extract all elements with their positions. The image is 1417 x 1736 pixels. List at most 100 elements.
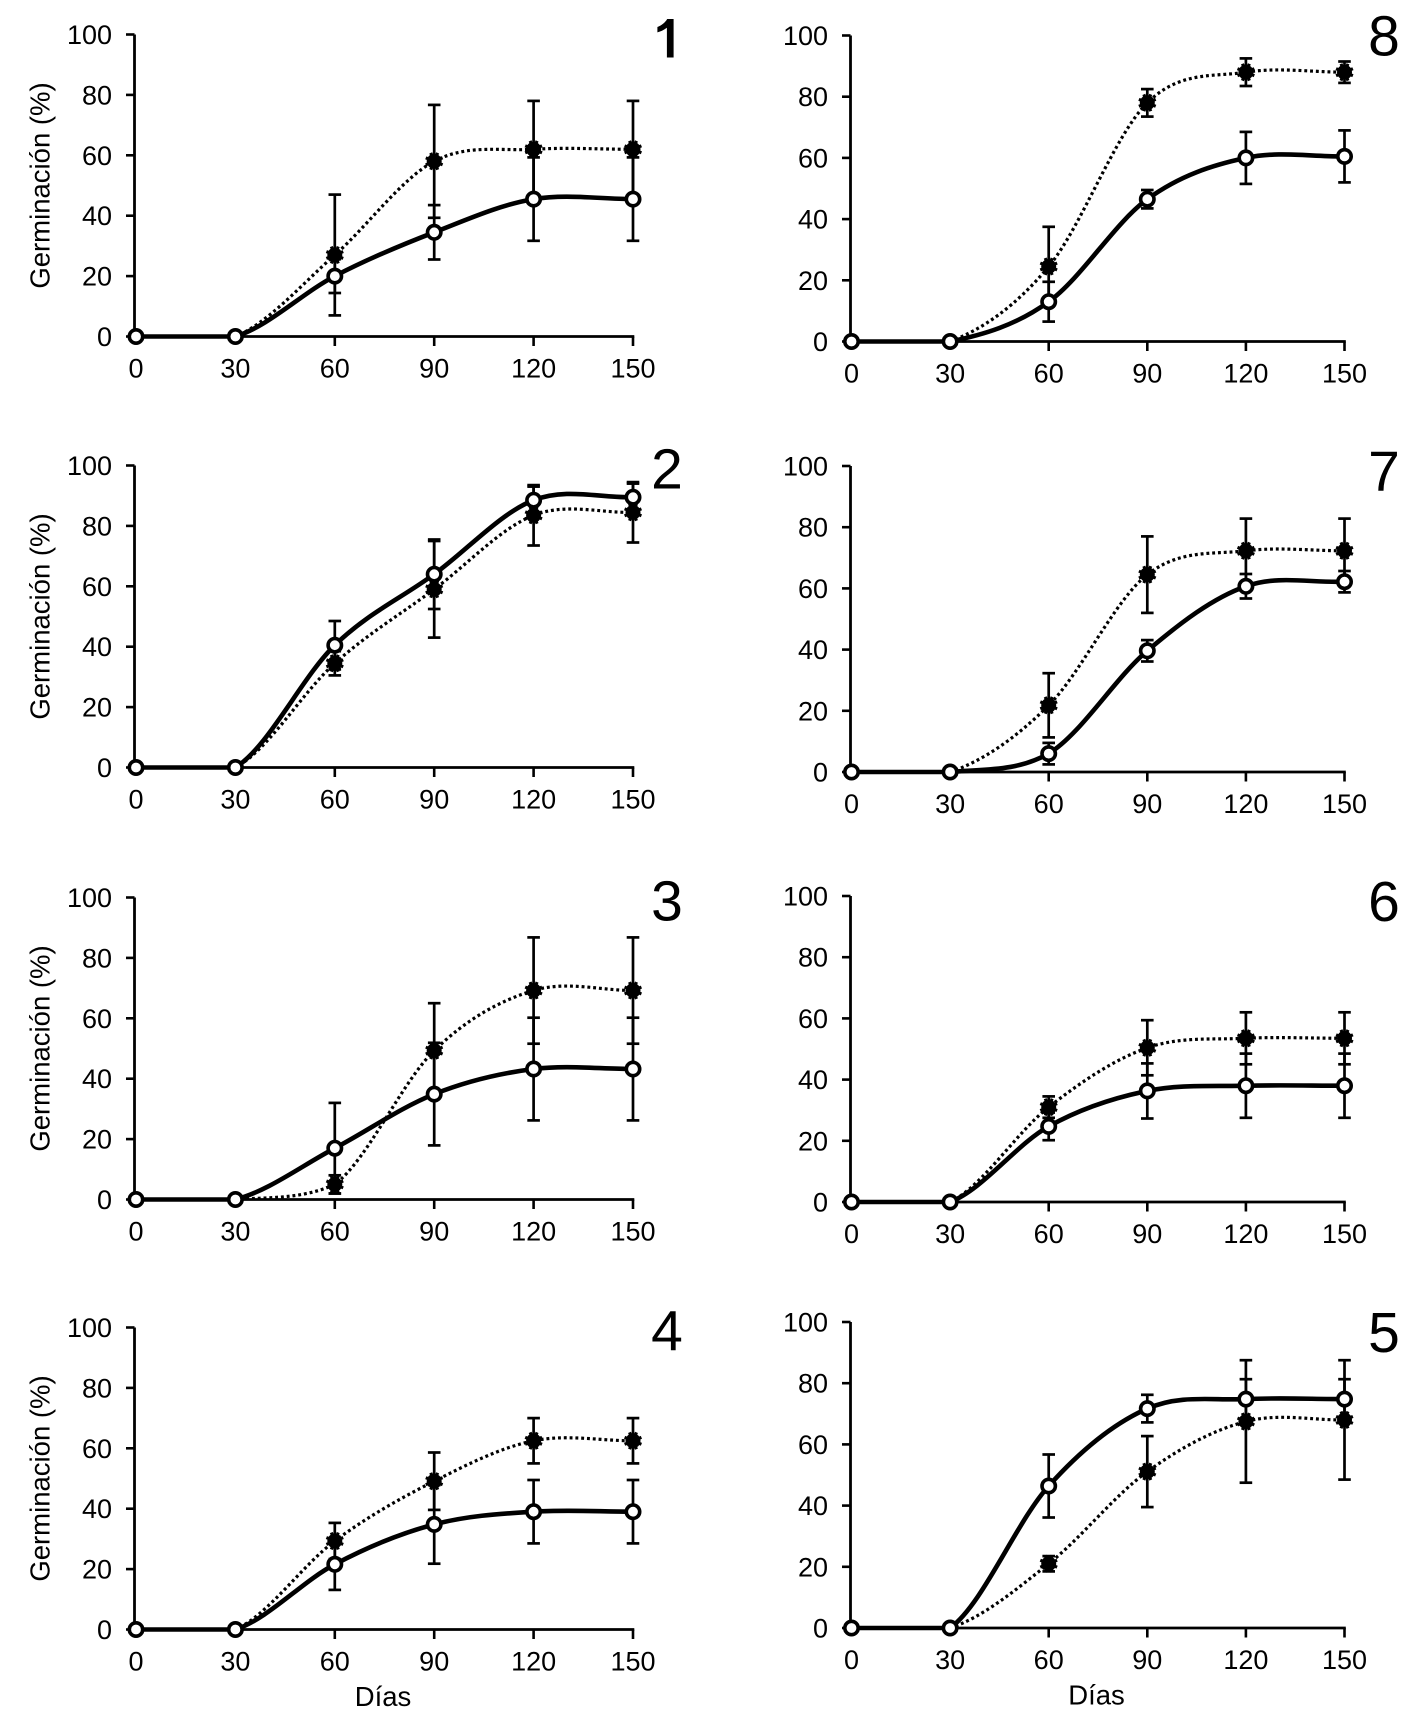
svg-text:150: 150 [610,354,655,384]
svg-text:100: 100 [783,882,828,912]
svg-text:60: 60 [82,1004,112,1034]
svg-text:20: 20 [798,696,828,726]
svg-text:0: 0 [128,1647,143,1677]
svg-text:100: 100 [67,451,112,481]
svg-text:100: 100 [783,452,828,482]
svg-text:4: 4 [651,1300,683,1364]
svg-text:Días: Días [355,1681,412,1712]
svg-text:60: 60 [320,1647,350,1677]
svg-text:60: 60 [320,1217,350,1247]
svg-text:0: 0 [844,359,859,389]
svg-text:0: 0 [813,758,828,788]
svg-text:90: 90 [1132,359,1162,389]
svg-text:0: 0 [128,354,143,384]
svg-text:0: 0 [97,322,112,352]
svg-text:40: 40 [798,635,828,665]
svg-text:80: 80 [798,82,828,112]
svg-text:30: 30 [220,354,250,384]
svg-text:120: 120 [511,1647,556,1677]
svg-text:Días: Días [1068,1680,1125,1711]
svg-text:100: 100 [783,21,828,51]
svg-text:40: 40 [82,1494,112,1524]
svg-text:60: 60 [320,785,350,815]
svg-text:0: 0 [128,1217,143,1247]
svg-text:0: 0 [844,1219,859,1249]
svg-text:60: 60 [82,1434,112,1464]
svg-text:120: 120 [1223,1219,1268,1249]
svg-text:0: 0 [844,1645,859,1675]
svg-text:60: 60 [82,141,112,171]
svg-text:20: 20 [82,1125,112,1155]
svg-text:80: 80 [82,80,112,110]
svg-text:30: 30 [220,1647,250,1677]
svg-text:0: 0 [97,1615,112,1645]
svg-text:40: 40 [82,632,112,662]
svg-text:0: 0 [813,327,828,357]
svg-text:60: 60 [798,143,828,173]
svg-text:80: 80 [82,511,112,541]
svg-text:8: 8 [1368,5,1400,69]
svg-text:120: 120 [1223,1645,1268,1675]
svg-text:90: 90 [1132,789,1162,819]
svg-text:60: 60 [82,572,112,602]
svg-text:30: 30 [935,1645,965,1675]
svg-text:60: 60 [320,354,350,384]
svg-text:Germinación (%): Germinación (%) [25,513,56,719]
svg-text:120: 120 [1223,789,1268,819]
svg-text:20: 20 [798,266,828,296]
svg-text:30: 30 [935,359,965,389]
svg-text:100: 100 [67,1313,112,1343]
svg-text:0: 0 [97,1185,112,1215]
svg-text:60: 60 [1034,789,1064,819]
svg-text:90: 90 [419,1647,449,1677]
svg-text:60: 60 [1034,359,1064,389]
svg-text:0: 0 [97,753,112,783]
svg-text:20: 20 [82,693,112,723]
svg-text:80: 80 [82,943,112,973]
svg-text:150: 150 [610,1217,655,1247]
svg-text:60: 60 [1034,1645,1064,1675]
svg-text:150: 150 [1322,1219,1367,1249]
svg-text:30: 30 [935,789,965,819]
svg-text:90: 90 [419,1217,449,1247]
svg-text:Germinación (%): Germinación (%) [25,945,56,1151]
svg-text:150: 150 [1322,359,1367,389]
svg-text:60: 60 [798,1004,828,1034]
svg-text:0: 0 [813,1614,828,1644]
svg-text:90: 90 [419,354,449,384]
svg-text:20: 20 [82,1555,112,1585]
svg-text:3: 3 [651,870,683,934]
svg-text:100: 100 [67,883,112,913]
svg-text:80: 80 [798,943,828,973]
svg-text:150: 150 [610,1647,655,1677]
svg-text:90: 90 [1132,1645,1162,1675]
svg-text:Germinación (%): Germinación (%) [25,1375,56,1581]
svg-text:7: 7 [1368,440,1400,504]
svg-text:150: 150 [610,785,655,815]
svg-text:120: 120 [511,1217,556,1247]
svg-text:0: 0 [844,789,859,819]
svg-text:150: 150 [1322,1645,1367,1675]
svg-text:100: 100 [67,20,112,50]
svg-text:40: 40 [798,1491,828,1521]
svg-text:80: 80 [798,1369,828,1399]
svg-text:100: 100 [783,1308,828,1338]
svg-text:60: 60 [1034,1219,1064,1249]
svg-text:20: 20 [798,1126,828,1156]
svg-text:40: 40 [798,1065,828,1095]
svg-text:60: 60 [798,1430,828,1460]
svg-text:80: 80 [82,1373,112,1403]
svg-text:90: 90 [1132,1219,1162,1249]
svg-text:2: 2 [651,438,683,502]
svg-text:120: 120 [511,785,556,815]
svg-text:90: 90 [419,785,449,815]
svg-text:5: 5 [1368,1301,1400,1365]
svg-text:150: 150 [1322,789,1367,819]
svg-text:6: 6 [1368,870,1400,934]
svg-text:20: 20 [798,1552,828,1582]
svg-text:30: 30 [935,1219,965,1249]
svg-text:120: 120 [511,354,556,384]
svg-text:0: 0 [128,785,143,815]
svg-text:0: 0 [813,1188,828,1218]
svg-text:120: 120 [1223,359,1268,389]
